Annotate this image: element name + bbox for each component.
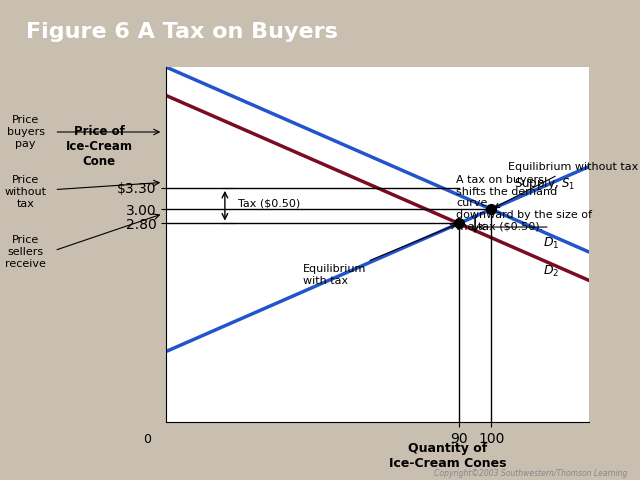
Text: A tax on buyers
shifts the demand
curve
downward by the size of
the tax ($0.50).: A tax on buyers shifts the demand curve …	[456, 175, 592, 232]
Text: Price
sellers
receive: Price sellers receive	[5, 235, 46, 269]
Text: Quantity of
Ice-Cream Cones: Quantity of Ice-Cream Cones	[389, 443, 507, 470]
Text: Price of
Ice-Cream
Cone: Price of Ice-Cream Cone	[66, 125, 132, 168]
Text: Price
buyers
pay: Price buyers pay	[6, 115, 45, 149]
Text: Equilibrium
with tax: Equilibrium with tax	[303, 225, 455, 286]
Text: Price
without
tax: Price without tax	[4, 175, 47, 209]
Text: Copyright©2003 Southwestern/Thomson Learning: Copyright©2003 Southwestern/Thomson Lear…	[434, 468, 627, 478]
Text: Tax ($0.50): Tax ($0.50)	[238, 199, 300, 209]
Text: Supply, $S_1$: Supply, $S_1$	[514, 175, 575, 192]
Text: 0: 0	[143, 433, 151, 446]
Text: Equilibrium without tax: Equilibrium without tax	[495, 162, 638, 207]
Text: $D_2$: $D_2$	[543, 264, 559, 279]
Text: $D_1$: $D_1$	[543, 236, 559, 251]
Text: Figure 6 A Tax on Buyers: Figure 6 A Tax on Buyers	[26, 22, 337, 42]
